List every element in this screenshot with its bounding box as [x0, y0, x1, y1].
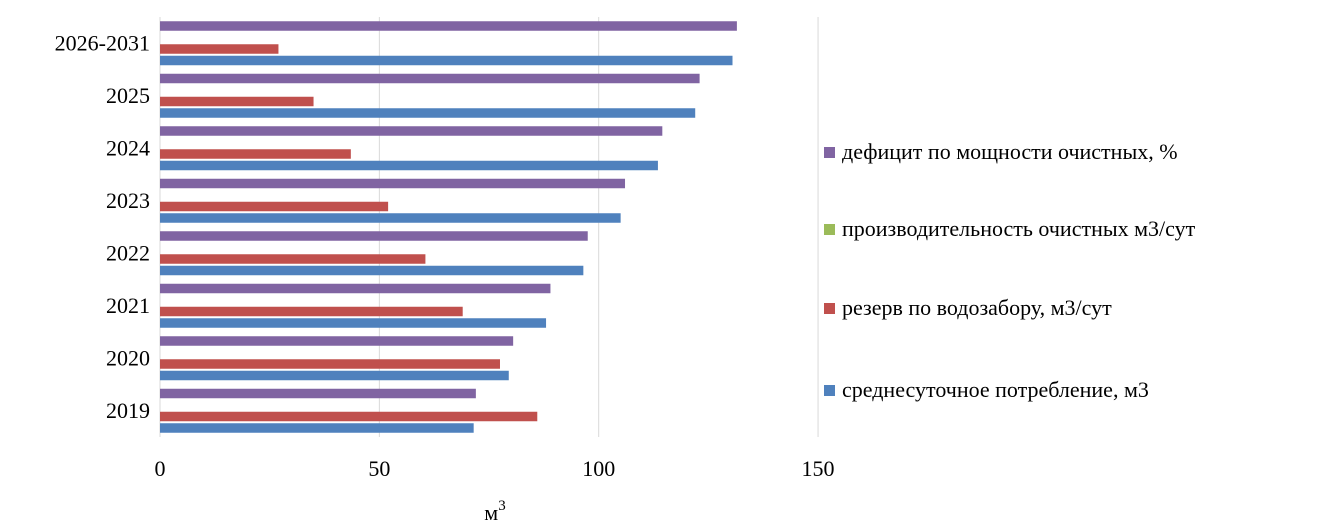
- bar-1-7: [160, 44, 279, 54]
- y-tick-label-0: 2019: [106, 398, 150, 423]
- y-tick-label-1: 2020: [106, 345, 150, 370]
- y-tick-label-3: 2022: [106, 240, 150, 265]
- bar-0-2: [160, 318, 547, 328]
- x-axis-title-base: м: [484, 500, 498, 525]
- bar-1-3: [160, 254, 426, 264]
- y-tick-label-7: 2026-2031: [55, 30, 150, 55]
- bar-1-4: [160, 201, 389, 212]
- legend-label-3: дефицит по мощности очистных, %: [842, 139, 1178, 164]
- bar-3-6: [160, 73, 700, 84]
- x-tick-label-3: 150: [802, 456, 835, 481]
- bar-1-6: [160, 96, 314, 107]
- bar-0-3: [160, 265, 584, 276]
- bar-3-2: [160, 283, 551, 294]
- bar-3-1: [160, 336, 514, 346]
- bar-0-4: [160, 213, 621, 223]
- bar-1-2: [160, 306, 463, 317]
- bar-1-0: [160, 411, 538, 422]
- bar-0-7: [160, 55, 733, 66]
- legend-swatch-2: [824, 224, 835, 235]
- x-tick-label-1: 50: [368, 456, 390, 481]
- bar-3-7: [160, 21, 737, 31]
- bar-0-0: [160, 423, 474, 433]
- bar-1-5: [160, 149, 351, 159]
- y-tick-label-5: 2024: [106, 135, 150, 160]
- bar-3-0: [160, 388, 476, 399]
- legend-swatch-0: [824, 385, 835, 396]
- bar-0-5: [160, 160, 658, 171]
- x-tick-label-2: 100: [582, 456, 615, 481]
- bar-3-3: [160, 231, 588, 241]
- x-axis-title-superscript: 3: [498, 498, 506, 514]
- legend-label-2: производительность очистных м3/сут: [842, 216, 1196, 241]
- x-axis-title: м3: [484, 498, 505, 525]
- bar-1-1: [160, 359, 500, 369]
- y-tick-label-4: 2023: [106, 188, 150, 213]
- y-tick-label-2: 2021: [106, 293, 150, 318]
- y-tick-label-6: 2025: [106, 83, 150, 108]
- bar-3-4: [160, 178, 626, 189]
- bar-0-6: [160, 108, 696, 118]
- legend-label-0: среднесуточное потребление, м3: [842, 377, 1149, 402]
- legend-label-1: резерв по водозабору, м3/сут: [842, 295, 1112, 320]
- legend-swatch-1: [824, 303, 835, 314]
- bar-0-1: [160, 370, 509, 381]
- x-tick-label-0: 0: [155, 456, 166, 481]
- bar-3-5: [160, 126, 663, 136]
- legend-swatch-3: [824, 147, 835, 158]
